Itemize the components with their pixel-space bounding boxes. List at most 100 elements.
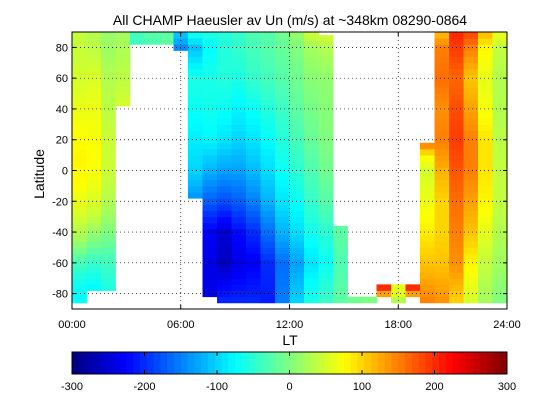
heatmap-cell (463, 296, 479, 304)
heatmap-cell (86, 173, 102, 181)
heatmap-cell (420, 235, 435, 242)
heatmap-cell (391, 296, 406, 304)
heatmap-cell (246, 81, 261, 88)
heatmap-cell (101, 216, 116, 224)
heatmap-cell (492, 87, 508, 94)
heatmap-cell (449, 210, 464, 218)
heatmap-cell (304, 130, 319, 138)
heatmap-cell (260, 216, 276, 224)
heatmap-cell (347, 296, 363, 304)
heatmap-cell (231, 235, 247, 242)
heatmap-cell (434, 81, 450, 88)
heatmap-cell (246, 142, 261, 150)
colorbar-segment (337, 352, 345, 374)
heatmap-cell (246, 198, 261, 205)
colorbar-segment (479, 352, 488, 374)
heatmap-cell (318, 241, 334, 248)
heatmap-cell (463, 272, 479, 279)
heatmap-cell (434, 241, 450, 248)
heatmap-cell (318, 38, 334, 45)
heatmap-cell (260, 44, 276, 51)
heatmap-cell (260, 118, 276, 125)
heatmap-cell (115, 38, 131, 45)
heatmap-cell (463, 50, 479, 58)
heatmap-cell (231, 241, 247, 248)
heatmap-cell (246, 204, 261, 211)
colorbar-segment (241, 352, 250, 374)
heatmap-cell (231, 44, 247, 51)
heatmap-cell (463, 87, 479, 94)
heatmap-cell (72, 228, 87, 236)
colorbar-segment (364, 352, 372, 374)
heatmap-cell (289, 87, 305, 94)
heatmap-cell (217, 38, 232, 45)
heatmap-cell (231, 148, 247, 156)
heatmap-cell (217, 62, 232, 70)
heatmap-cell (246, 185, 261, 193)
heatmap-cell (492, 179, 508, 187)
heatmap-cell (434, 228, 450, 236)
heatmap-cell (478, 222, 493, 230)
heatmap-cell (86, 142, 102, 150)
heatmap-cell (86, 124, 102, 131)
heatmap-cell (86, 272, 102, 279)
heatmap-cell (304, 228, 319, 236)
heatmap-cell (463, 198, 479, 205)
heatmap-cell (217, 124, 232, 131)
heatmap-cell (260, 93, 276, 101)
heatmap-cell (246, 179, 261, 187)
heatmap-cell (260, 161, 276, 168)
heatmap-cell (420, 167, 435, 174)
heatmap-cell (318, 228, 334, 236)
heatmap-cell (275, 228, 290, 236)
heatmap-cell (260, 62, 276, 70)
heatmap-cell (275, 167, 290, 174)
heatmap-cell (101, 56, 116, 64)
heatmap-cell (289, 265, 305, 273)
heatmap-cell (449, 87, 464, 94)
colorbar (71, 351, 508, 375)
heatmap-cell (275, 241, 290, 248)
heatmap-cell (434, 148, 450, 156)
heatmap-cell (275, 142, 290, 150)
heatmap-cell (217, 68, 232, 76)
y-tick-label: 40 (56, 104, 68, 116)
heatmap-cell (463, 204, 479, 211)
heatmap-cell (304, 253, 319, 261)
heatmap-cell (217, 235, 232, 242)
heatmap-cell (231, 99, 247, 107)
heatmap-cell (478, 241, 493, 248)
heatmap-cell (260, 204, 276, 211)
heatmap-cell (231, 247, 247, 254)
heatmap-cell (478, 265, 493, 273)
heatmap-cell (318, 105, 334, 113)
heatmap-cell (304, 148, 319, 156)
heatmap-cell (304, 161, 319, 168)
heatmap-cell (478, 259, 493, 267)
heatmap-cell (449, 278, 464, 285)
heatmap-cell (434, 216, 450, 224)
heatmap-cell (449, 204, 464, 211)
heatmap-cell (333, 225, 348, 230)
x-tick-label: 12:00 (276, 319, 304, 331)
heatmap-cell (101, 81, 116, 88)
heatmap-cell (86, 192, 102, 199)
heatmap-cell (304, 81, 319, 88)
grid-lines (72, 32, 507, 309)
heatmap-cell (478, 44, 493, 51)
heatmap-cell (275, 247, 290, 254)
colorbar-segment (371, 352, 379, 374)
heatmap-cell (478, 253, 493, 261)
heatmap-cell (217, 99, 232, 107)
heatmap-cell (202, 112, 218, 119)
colorbar-segment (72, 352, 80, 374)
heatmap-cell (86, 68, 102, 76)
heatmap-cell (463, 155, 479, 162)
colorbar-segment (398, 352, 406, 374)
heatmap-cell (260, 179, 276, 187)
colorbar-segment (432, 352, 440, 374)
heatmap-cell (101, 142, 116, 150)
heatmap-cell (115, 93, 131, 101)
heatmap-cell (72, 259, 87, 267)
